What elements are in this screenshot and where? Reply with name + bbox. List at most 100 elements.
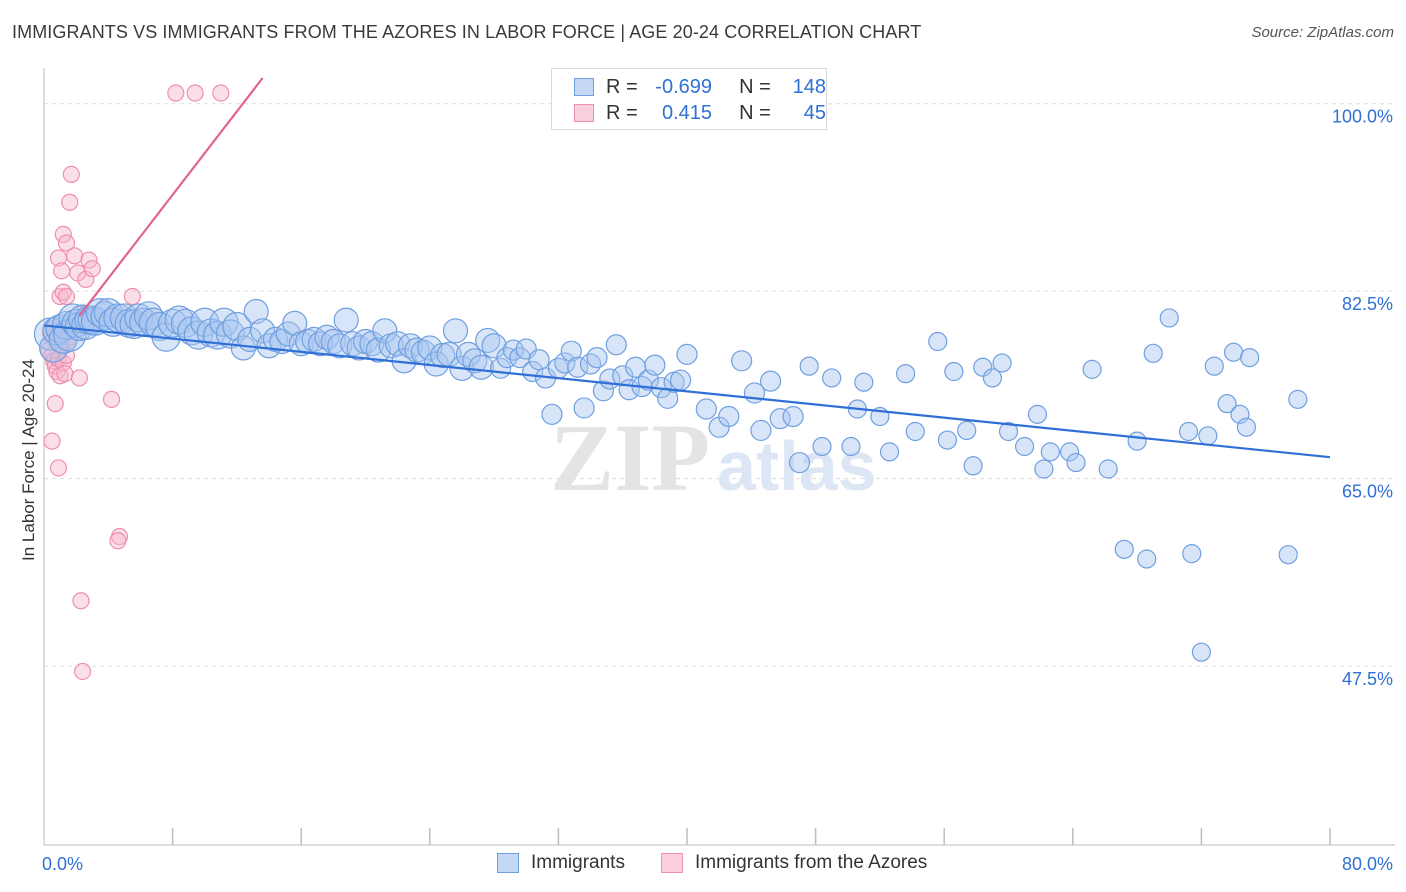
data-point xyxy=(57,234,76,252)
data-point xyxy=(417,335,443,361)
series-immigrants-points xyxy=(33,297,1308,662)
data-point xyxy=(1204,356,1224,376)
data-point xyxy=(73,662,92,681)
data-point xyxy=(944,361,964,382)
n-label: N = xyxy=(739,101,771,124)
data-point xyxy=(957,420,977,441)
data-point xyxy=(896,364,916,384)
data-point xyxy=(333,307,359,333)
data-point xyxy=(1178,421,1199,442)
data-point xyxy=(963,456,983,476)
data-point xyxy=(102,390,121,408)
data-point xyxy=(1198,426,1218,446)
legend-swatch-blue xyxy=(574,78,594,96)
watermark-atlas: atlas xyxy=(717,427,877,505)
r-value: 0.415 xyxy=(661,101,712,124)
legend-item-immigrants[interactable]: Immigrants xyxy=(497,852,625,874)
data-point xyxy=(554,352,576,374)
y-tick-label: 47.5% xyxy=(1342,669,1393,689)
legend-label: Immigrants xyxy=(531,852,625,873)
data-point xyxy=(1143,343,1163,363)
data-point xyxy=(1027,404,1048,424)
data-point xyxy=(1114,539,1134,559)
data-point xyxy=(250,318,276,344)
data-point xyxy=(1236,417,1257,437)
data-point xyxy=(385,331,411,357)
chart-title: IMMIGRANTS VS IMMIGRANTS FROM THE AZORES… xyxy=(12,22,922,42)
data-point xyxy=(43,432,61,450)
data-point xyxy=(77,270,95,288)
data-point xyxy=(718,405,740,428)
data-point xyxy=(1191,642,1212,662)
legend-item-azores[interactable]: Immigrants from the Azores xyxy=(661,852,927,874)
data-point xyxy=(481,333,507,359)
grid-layer xyxy=(44,103,1395,667)
data-point xyxy=(1137,549,1157,569)
data-point xyxy=(592,380,615,402)
data-point xyxy=(442,318,469,344)
trend-lines xyxy=(43,77,1331,459)
data-point xyxy=(1059,442,1080,462)
data-point xyxy=(905,421,925,442)
data-point xyxy=(56,365,74,383)
data-point xyxy=(72,592,90,610)
data-point xyxy=(769,408,791,430)
data-point xyxy=(1278,545,1298,565)
data-point xyxy=(282,310,308,336)
data-point xyxy=(46,395,64,413)
watermark-zip: ZIP xyxy=(550,404,710,511)
data-point xyxy=(1082,359,1102,379)
data-point xyxy=(973,357,993,377)
data-point xyxy=(586,346,608,369)
legend-swatch-pink xyxy=(661,853,683,873)
data-point xyxy=(70,369,88,387)
data-point xyxy=(1223,342,1244,362)
data-point xyxy=(605,334,627,356)
data-point xyxy=(468,354,494,380)
n-label: N = xyxy=(739,75,771,98)
legend-swatch-blue xyxy=(497,853,519,873)
data-point xyxy=(61,193,79,211)
source-label: Source: ZipAtlas.com xyxy=(1251,24,1394,41)
series-azores-points xyxy=(40,84,230,681)
trend-line-immigrants xyxy=(43,324,1331,459)
data-point xyxy=(1014,436,1035,457)
data-point xyxy=(65,247,84,265)
data-point xyxy=(937,430,958,450)
legend-label: Immigrants from the Azores xyxy=(695,852,928,873)
data-point xyxy=(573,397,595,419)
data-point xyxy=(799,356,819,376)
data-point xyxy=(1288,389,1308,409)
data-point xyxy=(1127,431,1147,451)
data-point xyxy=(1159,308,1179,328)
data-point xyxy=(812,436,832,457)
data-point xyxy=(1098,459,1118,479)
data-point xyxy=(528,349,550,371)
data-point xyxy=(243,298,269,325)
data-point xyxy=(669,369,692,391)
data-point xyxy=(1034,459,1054,479)
data-point xyxy=(879,442,900,462)
data-point xyxy=(822,368,842,388)
data-point xyxy=(1240,347,1260,368)
data-point xyxy=(123,287,142,306)
data-point xyxy=(782,405,804,428)
y-tick-label: 100.0% xyxy=(1332,107,1393,127)
trend-line-azores xyxy=(78,77,264,317)
y-tick-label: 65.0% xyxy=(1342,482,1393,502)
data-point xyxy=(579,353,602,375)
data-point xyxy=(676,343,698,365)
data-point xyxy=(1066,452,1086,473)
data-point xyxy=(788,451,811,474)
legend-swatch-pink xyxy=(574,104,594,122)
data-point xyxy=(53,262,71,280)
data-point xyxy=(998,421,1019,442)
data-point xyxy=(992,353,1012,373)
data-point xyxy=(1040,442,1060,462)
r-value: -0.699 xyxy=(655,75,712,98)
data-point xyxy=(57,287,76,306)
data-point xyxy=(854,372,874,392)
data-point xyxy=(695,398,717,420)
axis-layer xyxy=(43,68,1395,846)
